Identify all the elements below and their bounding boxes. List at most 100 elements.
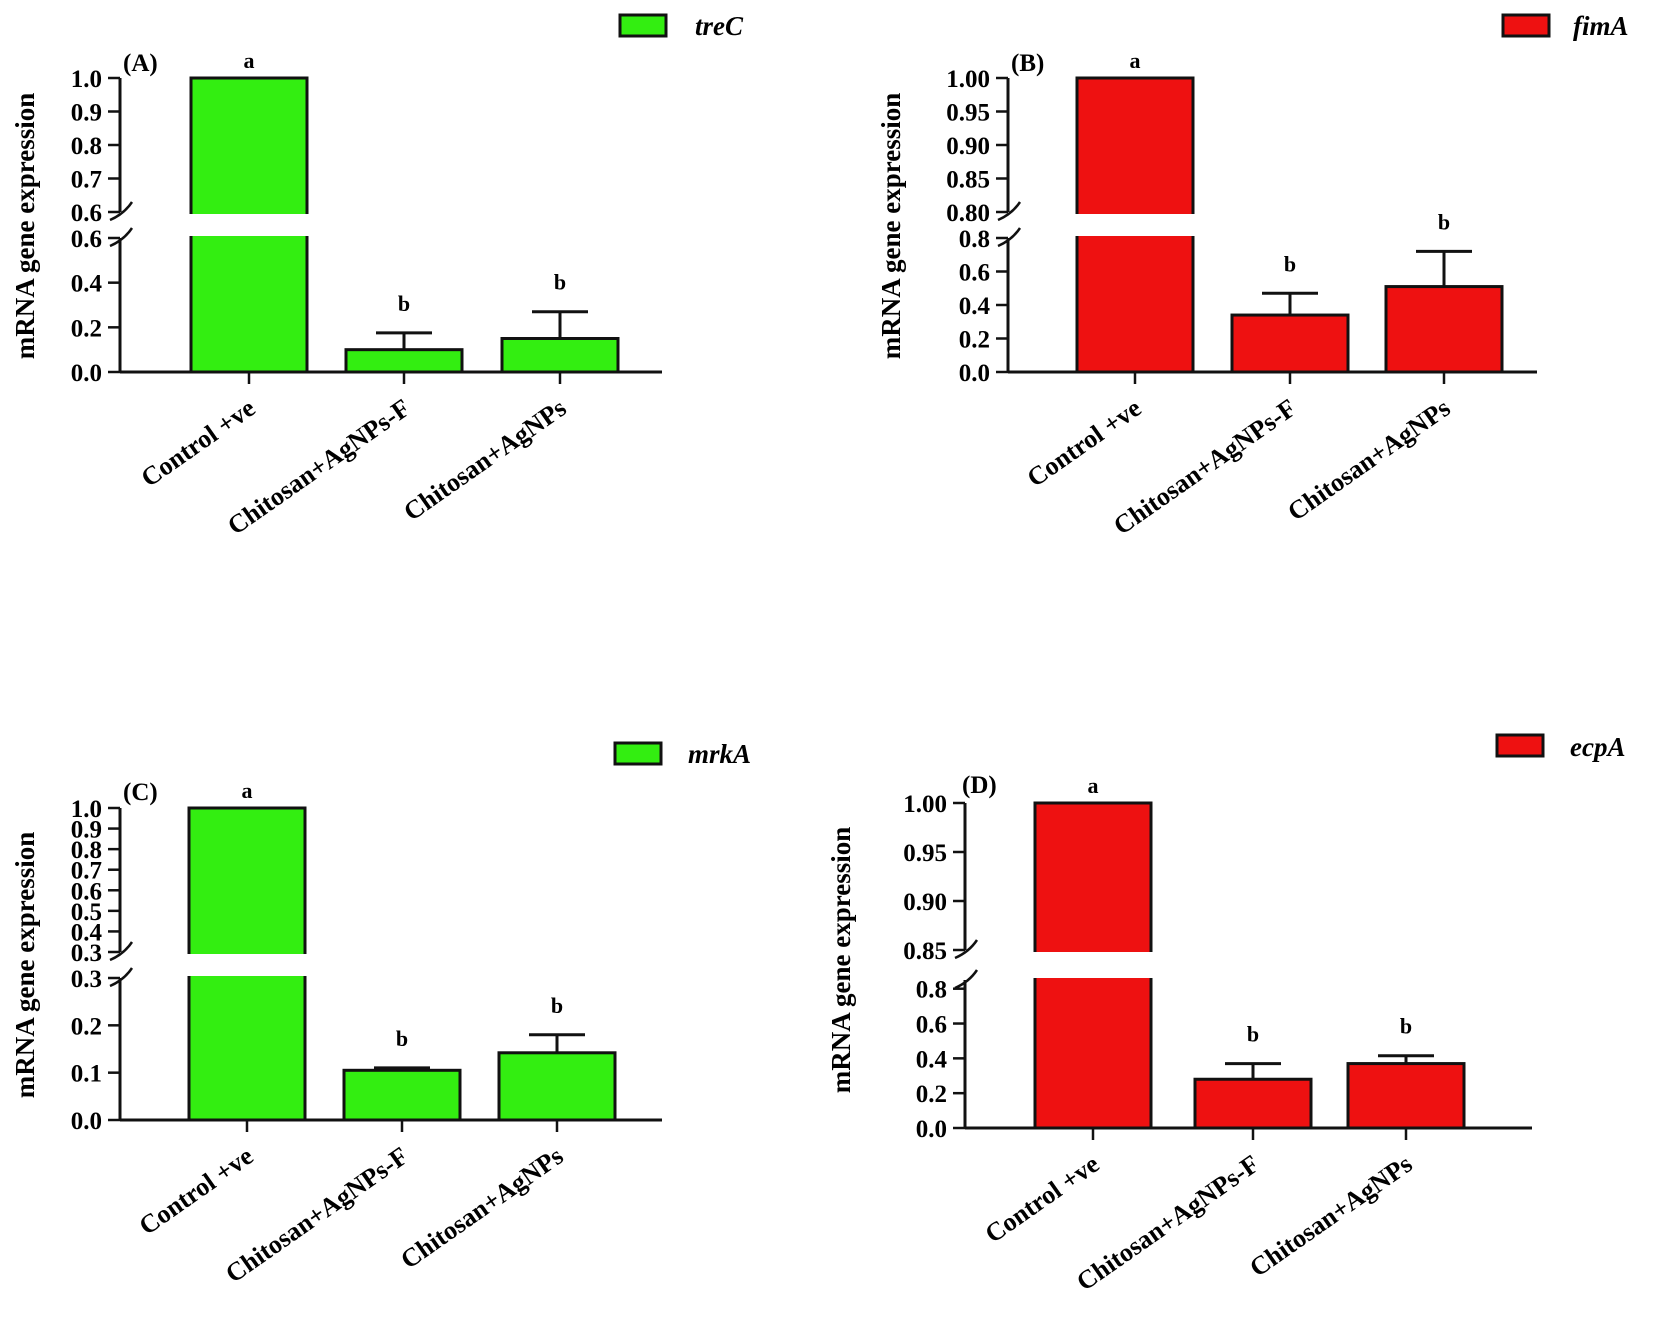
legend-swatch <box>613 741 663 766</box>
y-tick-label: 0.90 <box>903 889 947 916</box>
axis-break-gap <box>1073 214 1197 236</box>
significance-label: b <box>1438 209 1450 234</box>
legend-swatch <box>1495 733 1545 758</box>
legend-swatch <box>1501 13 1551 38</box>
y-tick-label: 0.5 <box>71 899 102 926</box>
significance-label: b <box>1247 1022 1259 1047</box>
y-tick-label: 1.00 <box>946 66 990 93</box>
axis-break-mark <box>954 969 979 990</box>
y-tick-label: 1.0 <box>71 796 102 823</box>
y-tick-label: 0.0 <box>71 360 102 387</box>
legend-label: mrkA <box>688 739 751 769</box>
bar-3 <box>1346 1062 1466 1130</box>
axis-break-gap <box>1031 952 1155 978</box>
y-tick-label: 0.0 <box>71 1108 102 1135</box>
significance-label: a <box>1130 48 1141 73</box>
legend-swatch <box>618 13 668 38</box>
y-tick-label: 1.0 <box>71 66 102 93</box>
y-tick-label: 0.6 <box>916 1012 947 1039</box>
axis-break-mark <box>109 201 134 222</box>
y-tick-label: 0.3 <box>71 940 102 967</box>
significance-label: b <box>554 270 566 295</box>
legend-label: ecpA <box>1570 732 1625 762</box>
x-tick-label: Control +ve <box>136 393 261 492</box>
axis-break-mark <box>997 227 1022 248</box>
chart-panel-a: a b b 0.0 0.2 0.4 0.60.6 0.7 0.8 0.9 1.0 Control +v… <box>10 11 744 541</box>
panel-label: (A) <box>123 50 158 77</box>
x-tick-label: Chitosan+AgNPs <box>1244 1149 1417 1282</box>
y-tick-label: 0.2 <box>71 315 102 342</box>
bar-2 <box>1230 313 1350 374</box>
y-tick-label: 0.1 <box>71 1061 102 1088</box>
significance-label: b <box>396 1026 408 1051</box>
axis-break-mark <box>109 941 134 962</box>
x-tick-label: Chitosan+AgNPs <box>398 393 571 526</box>
y-tick-label: 0.80 <box>946 200 990 227</box>
chart-panel-b: a b b 0.0 0.2 0.4 0.6 0.80.80 0.85 0.90 0.95 1.00 Co… <box>876 11 1629 541</box>
chart-panel-d: a b b 0.0 0.2 0.4 0.6 0.8 0.85 0.90 0.95 1.00 Contro… <box>826 732 1625 1297</box>
bar-2 <box>342 1068 462 1122</box>
y-tick-label: 0.0 <box>959 360 990 387</box>
significance-label: b <box>551 993 563 1018</box>
chart-panel-c: abb0.00.10.20.30.30.40.50.60.70.80.91.0C… <box>10 739 751 1289</box>
significance-label: a <box>1088 773 1099 798</box>
x-tick-label: Control +ve <box>1022 393 1147 492</box>
y-tick-label: 0.4 <box>959 293 991 320</box>
y-tick-label: 0.7 <box>71 858 102 885</box>
axis-break-gap <box>185 954 309 976</box>
x-tick-label: Chitosan+AgNPs <box>395 1141 568 1274</box>
y-tick-label: 0.85 <box>946 167 990 194</box>
significance-label: b <box>1400 1014 1412 1039</box>
y-tick-label: 0.95 <box>946 100 990 127</box>
y-axis-label: mRNA gene expression <box>826 827 856 1094</box>
y-tick-label: 0.2 <box>916 1081 947 1108</box>
y-tick-label: 0.0 <box>916 1116 947 1143</box>
axis-break-mark <box>109 967 134 988</box>
significance-label: b <box>1284 251 1296 276</box>
y-tick-label: 1.00 <box>903 791 947 818</box>
legend-label: fimA <box>1573 11 1629 41</box>
y-tick-label: 0.3 <box>71 966 102 993</box>
y-axis-label: mRNA gene expression <box>10 93 40 360</box>
y-tick-label: 0.6 <box>71 200 102 227</box>
axis-break-gap <box>187 214 311 236</box>
bar-3 <box>500 337 620 374</box>
axis-break-mark <box>997 201 1022 222</box>
y-tick-label: 0.8 <box>959 226 990 253</box>
y-tick-label: 0.4 <box>916 1046 948 1073</box>
bar-2 <box>1193 1077 1313 1130</box>
y-tick-label: 0.7 <box>71 167 102 194</box>
y-tick-label: 0.2 <box>959 327 990 354</box>
axis-break-mark <box>954 939 979 960</box>
y-tick-label: 0.85 <box>903 938 947 965</box>
legend-label: treC <box>695 11 744 41</box>
axis-break-mark <box>109 227 134 248</box>
panel-label: (C) <box>123 779 158 806</box>
x-tick-label: Chitosan+AgNPs <box>1282 393 1455 526</box>
bar-2 <box>344 348 464 374</box>
y-tick-label: 0.2 <box>71 1013 102 1040</box>
significance-label: a <box>244 48 255 73</box>
y-tick-label: 0.9 <box>71 100 102 127</box>
y-tick-label: 0.9 <box>71 817 102 844</box>
y-tick-label: 0.95 <box>903 840 947 867</box>
y-tick-label: 0.8 <box>71 133 102 160</box>
y-tick-label: 0.6 <box>71 878 102 905</box>
panel-label: (D) <box>962 772 997 799</box>
significance-label: b <box>398 291 410 316</box>
y-axis-label: mRNA gene expression <box>10 832 40 1099</box>
y-tick-label: 0.4 <box>71 919 103 946</box>
bar-3 <box>497 1051 617 1122</box>
significance-label: a <box>242 778 253 803</box>
y-tick-label: 0.8 <box>916 977 947 1004</box>
x-tick-label: Control +ve <box>980 1149 1105 1248</box>
bar-3 <box>1384 285 1504 374</box>
y-tick-label: 0.6 <box>959 260 990 287</box>
y-tick-label: 0.90 <box>946 133 990 160</box>
y-tick-label: 0.8 <box>71 837 102 864</box>
y-axis-label: mRNA gene expression <box>876 93 906 360</box>
y-tick-label: 0.6 <box>71 226 102 253</box>
y-tick-label: 0.4 <box>71 271 103 298</box>
panel-label: (B) <box>1011 50 1044 77</box>
